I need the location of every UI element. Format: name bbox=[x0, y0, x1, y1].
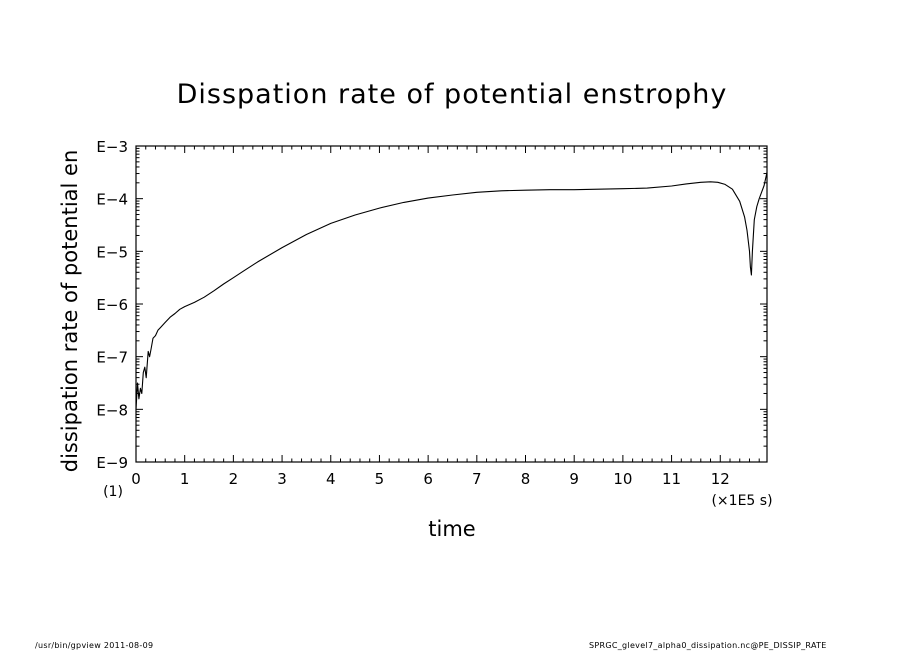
y-tick-label: E−9 bbox=[96, 454, 128, 472]
tick-marks bbox=[135, 145, 767, 463]
y-tick-label: E−3 bbox=[96, 138, 128, 156]
x-tick-label: 4 bbox=[326, 470, 336, 488]
x-tick-label: 10 bbox=[613, 470, 632, 488]
x-axis-label: time bbox=[428, 517, 475, 541]
y-unit-label: (1) bbox=[103, 484, 123, 500]
x-tick-label: 1 bbox=[180, 470, 190, 488]
x-tick-label: 8 bbox=[521, 470, 531, 488]
x-tick-label: 5 bbox=[375, 470, 385, 488]
y-tick-label: E−8 bbox=[96, 401, 128, 419]
x-tick-label: 7 bbox=[472, 470, 482, 488]
x-tick-label: 2 bbox=[229, 470, 239, 488]
footer-left: /usr/bin/gpview 2011-08-09 bbox=[35, 641, 154, 650]
plot-axes bbox=[135, 145, 768, 463]
x-tick-label: 0 bbox=[131, 470, 141, 488]
x-tick-labels: 0 1 2 3 4 5 6 7 8 9 10 11 12 bbox=[131, 470, 730, 488]
y-tick-label: E−4 bbox=[96, 191, 128, 209]
y-tick-label: E−5 bbox=[96, 243, 128, 261]
plot-frame bbox=[135, 145, 768, 463]
footer-right: SPRGC_glevel7_alpha0_dissipation.nc@PE_D… bbox=[589, 641, 827, 650]
x-tick-label: 11 bbox=[662, 470, 681, 488]
x-tick-label: 3 bbox=[277, 470, 287, 488]
x-tick-label: 12 bbox=[711, 470, 730, 488]
series-lines bbox=[135, 172, 768, 410]
chart-title: Disspation rate of potential enstrophy bbox=[177, 79, 728, 110]
x-tick-label: 9 bbox=[569, 470, 579, 488]
series-line bbox=[135, 172, 768, 410]
y-tick-labels: E−9 E−8 E−7 E−6 E−5 E−4 E−3 bbox=[96, 138, 128, 472]
y-tick-label: E−7 bbox=[96, 349, 128, 367]
y-axis-label: dissipation rate of potential en bbox=[58, 150, 82, 473]
x-unit-label: (×1E5 s) bbox=[711, 493, 772, 509]
x-tick-label: 6 bbox=[423, 470, 433, 488]
y-tick-label: E−6 bbox=[96, 296, 128, 314]
